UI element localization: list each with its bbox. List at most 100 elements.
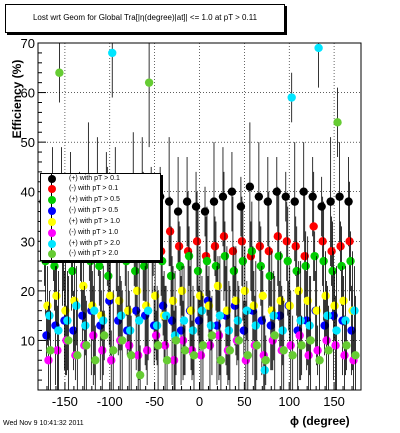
data-point [63,316,72,325]
data-point [336,242,345,251]
data-point [315,356,324,365]
data-point [184,251,194,261]
data-point [125,326,135,335]
data-point [260,365,269,375]
legend-entry: (-) with pT > 2.0 [41,248,160,260]
data-point [173,207,183,216]
data-point [174,242,184,251]
data-point [210,242,220,251]
data-point [346,256,355,266]
y-tick-label: 70 [21,36,35,51]
data-point [337,261,346,271]
data-point [46,346,55,355]
data-point [319,256,328,266]
data-point [52,291,61,301]
data-point [310,251,319,261]
data-point [45,311,54,320]
x-tick-label: -100 [97,394,123,409]
legend-label: (-) with pT > 0.5 [69,207,119,214]
data-point [251,321,261,330]
legend: (+) with pT > 0.1 (-) with pT > 0.1 (+) … [40,173,161,261]
data-point [263,197,273,206]
data-point [288,351,297,360]
data-point [100,331,109,340]
y-tick-label: 50 [21,135,35,150]
x-tick-label: -50 [145,394,164,409]
data-point [264,247,274,256]
data-point [108,48,117,58]
data-point [295,331,304,340]
data-point [107,356,116,365]
timestamp-footer: Wed Nov 9 10:41:32 2011 [3,420,84,427]
data-point [95,261,104,271]
data-point [281,192,290,201]
data-point [254,192,264,201]
data-point [72,301,81,310]
data-point [331,341,340,350]
legend-label: (-) with pT > 2.0 [69,250,119,257]
data-point [220,251,230,261]
legend-entry: (+) with pT > 0.5 [41,194,160,206]
data-point [109,346,118,355]
data-point [118,336,127,345]
data-point [50,261,59,271]
data-point [283,256,292,266]
data-point [73,351,82,360]
data-point [332,326,341,335]
data-point [104,271,113,281]
data-point [126,351,136,360]
data-point [305,321,314,330]
legend-entry: (+) with pT > 0.1 [41,173,160,185]
data-point [189,351,199,360]
data-point [227,187,237,196]
data-point [249,301,259,310]
data-point [197,306,207,315]
data-point [258,291,267,301]
x-axis-title: ϕ (degree) [290,414,350,428]
data-point [152,321,162,330]
data-point [297,341,306,350]
data-point [238,256,248,266]
data-point [124,306,133,315]
data-point [245,182,255,191]
data-point [224,326,234,335]
data-point [285,301,294,310]
data-point [164,197,174,206]
data-point [261,356,270,365]
data-point [233,316,243,325]
data-point [272,187,281,196]
data-point [255,242,265,251]
y-tick-label: 30 [21,234,35,249]
data-point [308,192,317,201]
data-point [166,271,176,281]
y-tick-label: 20 [21,284,35,299]
data-point [304,351,313,360]
data-point [228,247,238,256]
x-tick-label: -150 [52,394,78,409]
data-point [54,326,63,335]
data-point [324,346,333,355]
data-point [252,341,261,350]
data-point [134,316,144,325]
data-point [351,351,360,360]
data-point [344,197,353,206]
data-point [278,326,287,335]
data-point [317,202,326,211]
y-tick-label: 40 [21,185,35,200]
data-point [206,321,216,330]
data-point [43,301,52,310]
data-point [328,266,337,276]
data-point [142,346,152,355]
data-point [306,336,315,345]
data-point [168,296,178,305]
data-point [335,192,344,201]
data-point [292,266,301,276]
data-point [191,202,201,211]
chart-title: Lost wrt Geom for Global Tra[|η(degree)|… [32,13,258,22]
data-point [171,336,181,345]
data-point [81,321,90,330]
legend-label: (-) with pT > 1.0 [69,229,119,236]
data-point [99,316,108,325]
data-point [64,336,73,345]
data-point [135,370,145,380]
